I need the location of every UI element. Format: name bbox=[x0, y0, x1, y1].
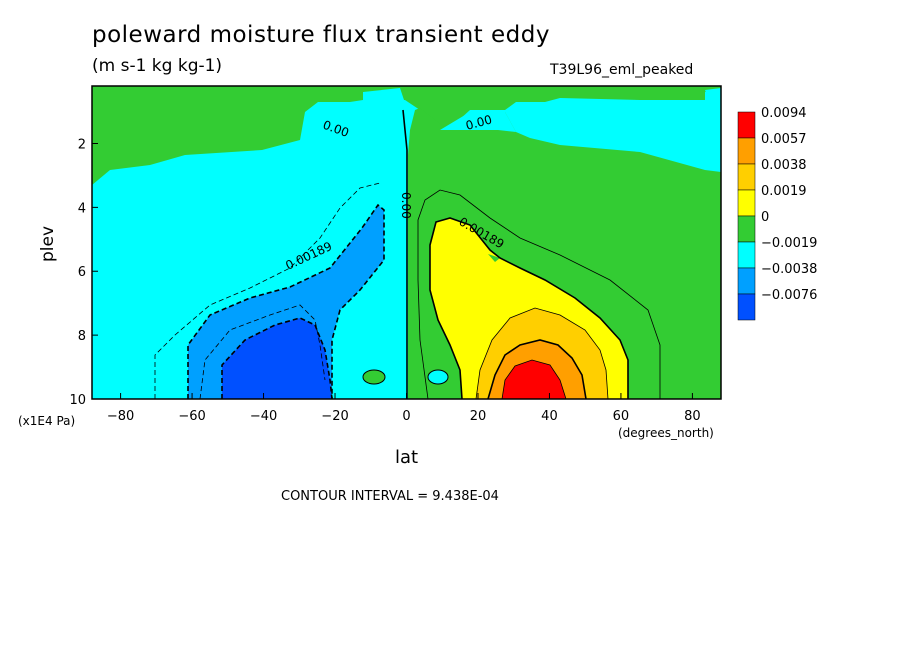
x-tick-label: −60 bbox=[178, 409, 205, 424]
legend-label: 0.0057 bbox=[761, 132, 807, 147]
x-tick-label: −20 bbox=[321, 409, 348, 424]
legend-swatch bbox=[737, 111, 756, 139]
y-axis-ticks: 2 4 6 8 10 bbox=[69, 137, 98, 408]
neg-contour-line bbox=[154, 182, 381, 399]
region-zero-top bbox=[92, 86, 721, 185]
legend-swatch bbox=[737, 293, 756, 321]
legend-label: 0 bbox=[761, 210, 769, 225]
contour-lines bbox=[154, 109, 661, 399]
x-tick-label: 60 bbox=[613, 409, 630, 424]
legend-swatch bbox=[737, 215, 756, 243]
run-name: T39L96_eml_peaked bbox=[550, 62, 694, 78]
contour-fills bbox=[92, 86, 721, 399]
region-zero-notch bbox=[488, 254, 500, 262]
y-tick-label: 8 bbox=[78, 329, 86, 344]
contour-label: 0.00 bbox=[399, 192, 413, 219]
region-neg-pocket bbox=[705, 88, 721, 104]
pos-contour-line bbox=[501, 359, 567, 399]
chart-title: poleward moisture flux transient eddy bbox=[92, 22, 550, 48]
contour-interval: CONTOUR INTERVAL = 9.438E-04 bbox=[281, 489, 499, 504]
legend-swatch bbox=[737, 163, 756, 191]
x-axis-ticks: −80 −60 −40 −20 0 20 40 60 80 bbox=[107, 393, 701, 424]
legend-label: −0.0019 bbox=[761, 236, 817, 251]
legend-swatch bbox=[737, 267, 756, 295]
neg-contour-line bbox=[187, 203, 385, 399]
y-tick-label: 6 bbox=[78, 265, 86, 280]
y-tick-label: 10 bbox=[69, 393, 86, 408]
x-tick-label: 80 bbox=[684, 409, 701, 424]
neg-contour-line bbox=[199, 304, 326, 399]
chart-units: (m s-1 kg kg-1) bbox=[92, 56, 223, 76]
x-tick-label: −40 bbox=[250, 409, 277, 424]
region-neg-pocket bbox=[363, 88, 404, 100]
legend-label: 0.0094 bbox=[761, 106, 807, 121]
zero-contour-line bbox=[402, 109, 408, 399]
pos-contour-line bbox=[417, 189, 661, 399]
legend-swatch bbox=[737, 189, 756, 217]
legend-label: 0.0019 bbox=[761, 184, 807, 199]
region-neg-blob bbox=[427, 369, 449, 385]
legend-label: −0.0038 bbox=[761, 262, 817, 277]
y-axis-unit: (x1E4 Pa) bbox=[18, 414, 76, 428]
x-tick-label: 40 bbox=[541, 409, 558, 424]
legend-label: −0.0076 bbox=[761, 288, 817, 303]
pos-contour-line bbox=[475, 307, 609, 399]
legend-swatch bbox=[737, 241, 756, 269]
x-axis-unit: (degrees_north) bbox=[618, 426, 714, 440]
x-tick-label: −80 bbox=[107, 409, 134, 424]
region-pos-blob bbox=[362, 369, 386, 385]
x-tick-label: 20 bbox=[470, 409, 487, 424]
color-legend: 0.0094 0.0057 0.0038 0.0019 0 −0.0019 −0.0038 −… bbox=[737, 106, 817, 321]
region-neg-pocket bbox=[440, 112, 516, 132]
legend-swatch bbox=[737, 137, 756, 165]
legend-label: 0.0038 bbox=[761, 158, 807, 173]
region-pos-0094 bbox=[502, 360, 566, 399]
x-axis-label: lat bbox=[395, 447, 419, 468]
pos-contour-line bbox=[487, 339, 587, 399]
x-tick-label: 0 bbox=[402, 409, 410, 424]
pos-contour-line bbox=[429, 217, 629, 399]
y-tick-label: 2 bbox=[78, 137, 86, 152]
contour-label: 0.00 bbox=[464, 112, 493, 132]
y-tick-label: 4 bbox=[78, 201, 86, 216]
